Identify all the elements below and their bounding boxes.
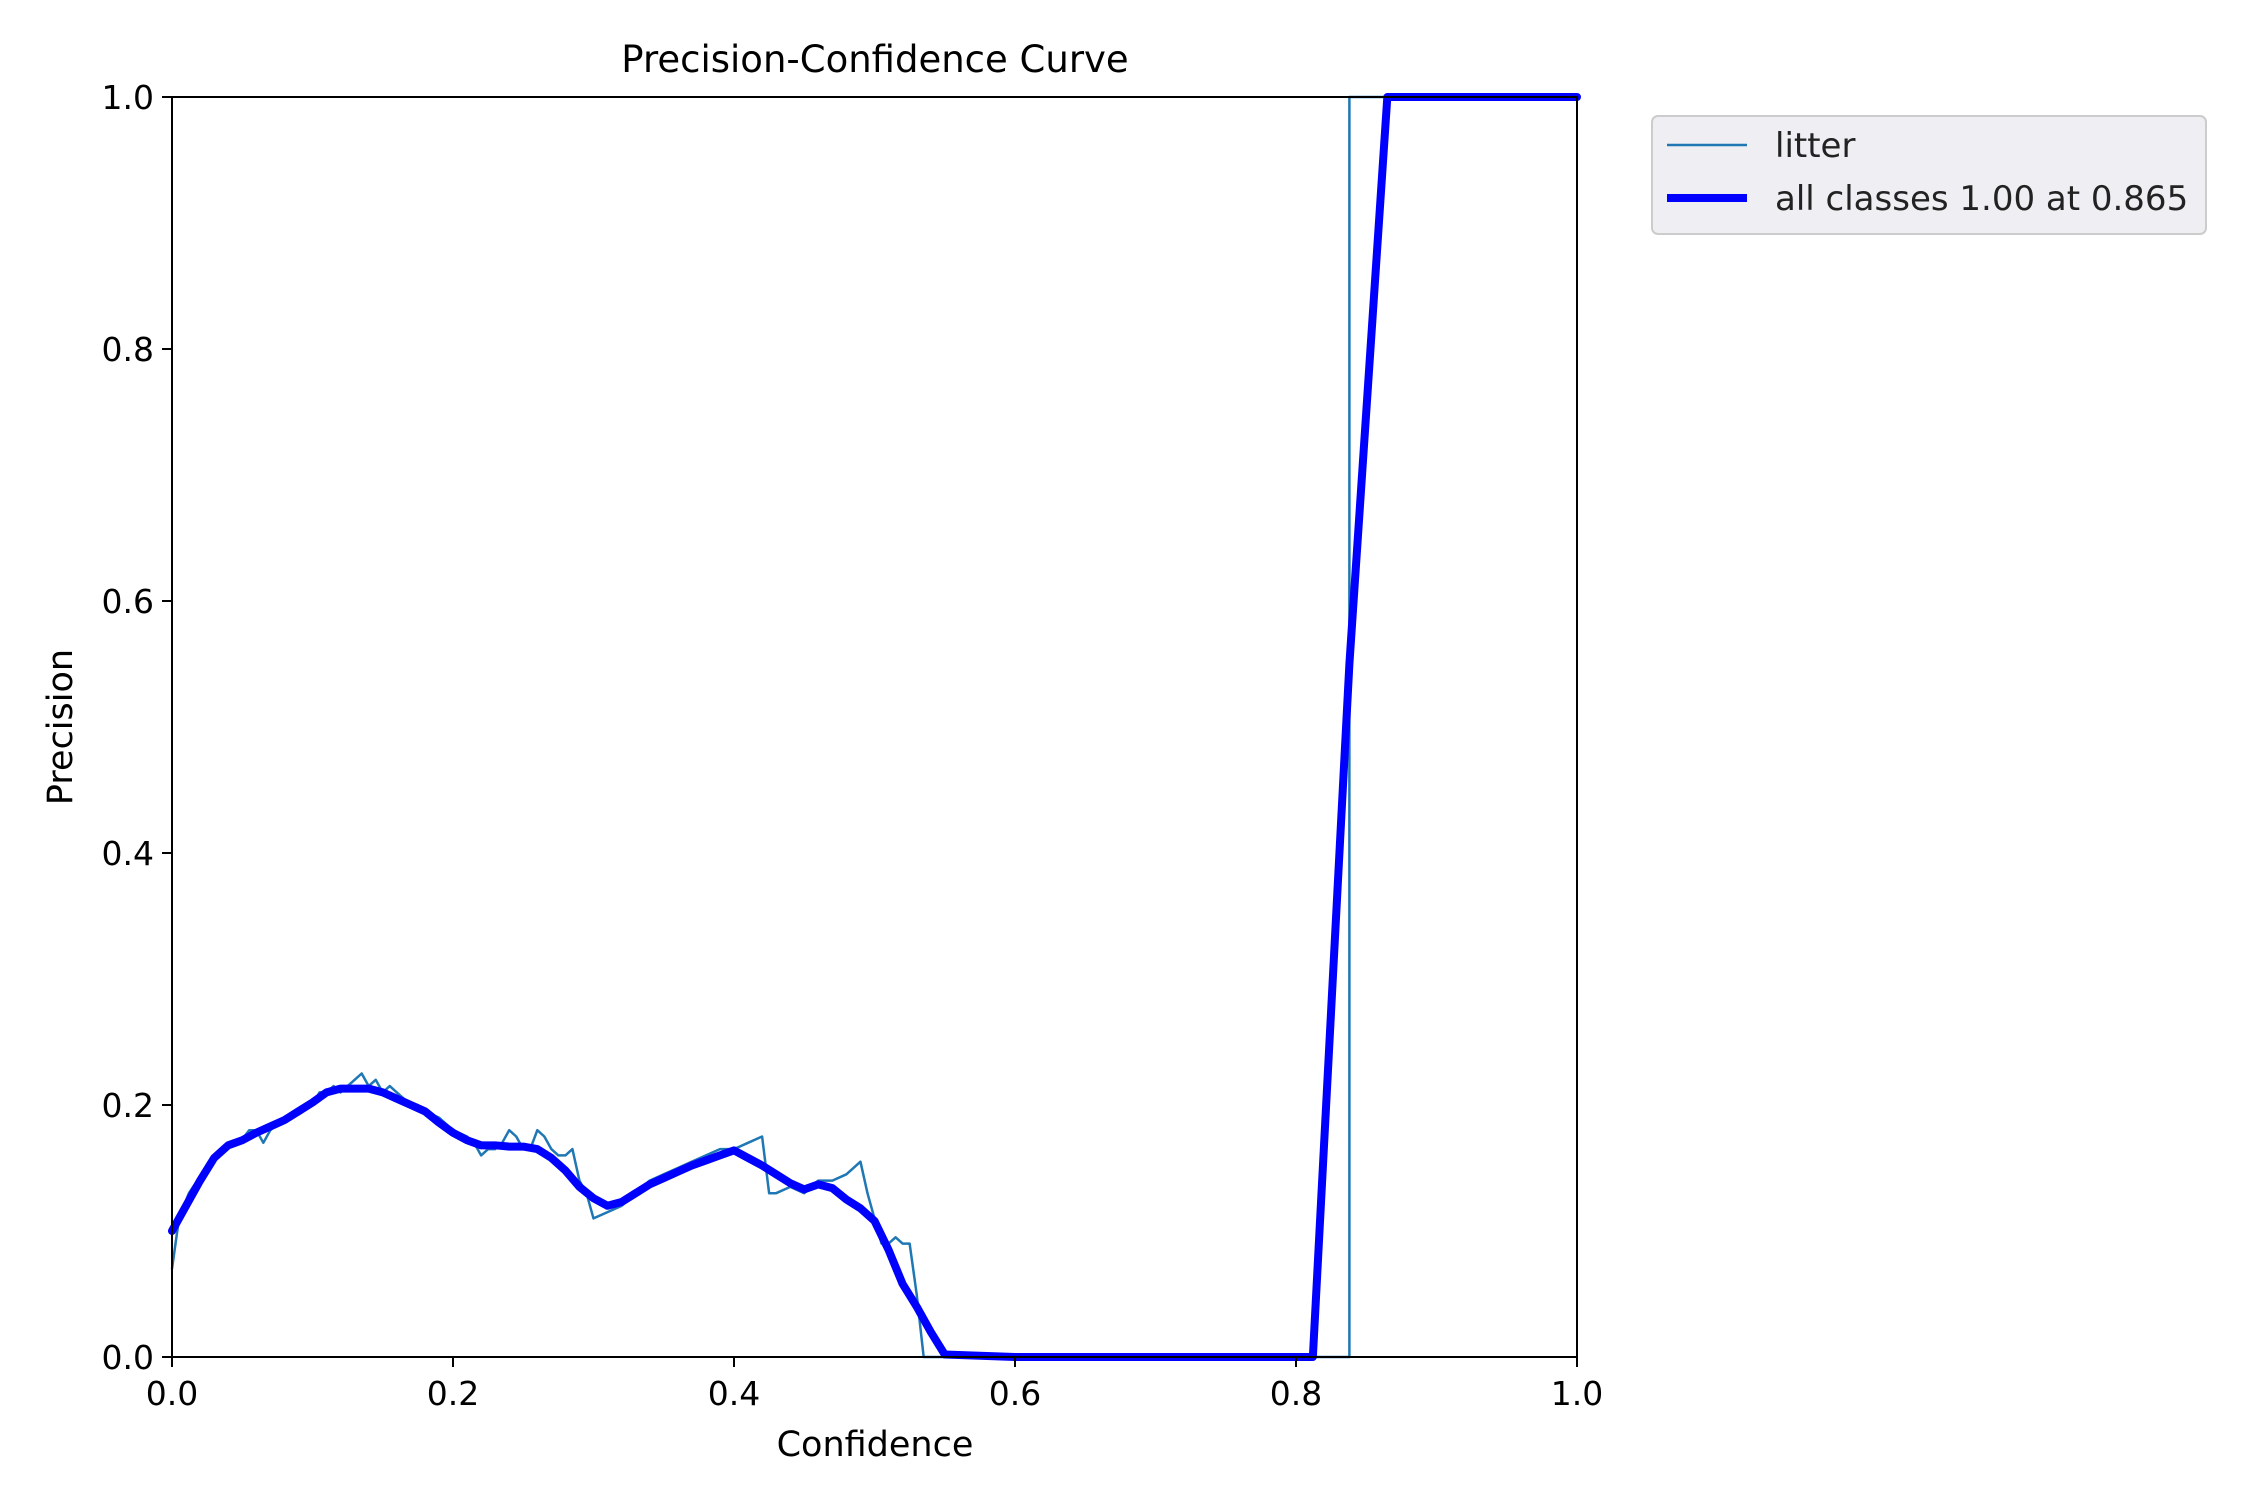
x-tick-label: 0.6 <box>989 1374 1041 1413</box>
chart-title: Precision-Confidence Curve <box>621 38 1128 81</box>
x-tick-label: 0.4 <box>708 1374 760 1413</box>
x-tick-label: 0.8 <box>1270 1374 1322 1413</box>
y-tick-label: 0.0 <box>102 1338 154 1377</box>
legend-box <box>1651 115 2207 235</box>
legend: litter all classes 1.00 at 0.865 <box>1651 115 2207 235</box>
plot-background <box>172 97 1577 1357</box>
plot-area <box>168 93 1581 1361</box>
legend-label-all-classes: all classes 1.00 at 0.865 <box>1775 179 2188 219</box>
y-tick-label: 1.0 <box>102 78 154 117</box>
y-tick-label: 0.6 <box>102 582 154 621</box>
x-tick-label: 0.2 <box>427 1374 479 1413</box>
x-tick-label: 1.0 <box>1551 1374 1603 1413</box>
x-tick-label: 0.0 <box>146 1374 198 1413</box>
legend-label-litter: litter <box>1775 126 1855 166</box>
plot-frame <box>171 96 1578 1358</box>
y-axis-label: Precision <box>41 649 81 805</box>
y-tick-label: 0.2 <box>102 1086 154 1125</box>
x-axis-label: Confidence <box>777 1425 974 1465</box>
series-line-all-classes <box>168 93 1581 1361</box>
y-axis-ticks: 0.0 0.2 0.4 0.6 0.8 1.0 <box>102 78 172 1377</box>
y-tick-label: 0.4 <box>102 834 154 873</box>
y-tick-label: 0.8 <box>102 330 154 369</box>
x-axis-ticks: 0.0 0.2 0.4 0.6 0.8 1.0 <box>146 1357 1603 1413</box>
series-layer <box>168 93 1581 1361</box>
